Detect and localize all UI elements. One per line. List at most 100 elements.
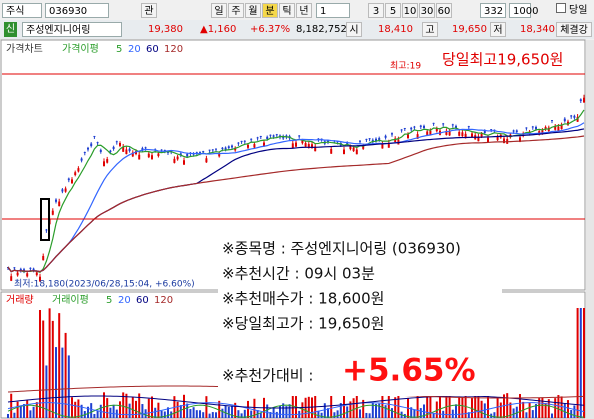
candle-body	[480, 133, 483, 137]
candle-body	[16, 272, 19, 276]
interval-button[interactable]: 5	[385, 3, 401, 18]
volume-bar	[519, 394, 521, 418]
volume-bar	[39, 309, 41, 418]
interval-select[interactable]: 1	[316, 3, 350, 18]
candle-body	[387, 142, 390, 148]
candle-body	[205, 158, 208, 163]
total-input[interactable]: 1000	[509, 3, 538, 18]
candle-body	[375, 138, 377, 142]
volume-bar	[221, 408, 224, 418]
candle-body	[144, 147, 147, 149]
low-label: 저	[490, 22, 506, 37]
search-button[interactable]: 관	[141, 3, 157, 18]
candle-body	[106, 159, 109, 163]
period-button[interactable]: 주	[228, 3, 244, 18]
overlay-box	[218, 234, 502, 396]
volume-bar	[359, 409, 361, 418]
period-button[interactable]: 일	[211, 3, 227, 18]
volume-title: 거래량	[6, 294, 34, 306]
volume-bar	[378, 403, 381, 418]
volume-bar	[343, 394, 345, 418]
high-label: 고	[422, 22, 438, 37]
candle-body	[343, 149, 345, 154]
period-button[interactable]: 틱	[279, 3, 295, 18]
volume-bar	[349, 401, 352, 418]
candle-body	[83, 151, 86, 153]
moving-average	[7, 135, 585, 273]
period-button[interactable]: 분	[262, 3, 278, 18]
volume-bar	[336, 410, 339, 418]
volume-bar	[160, 410, 163, 418]
candle-body	[403, 127, 406, 129]
volume-bar	[208, 413, 211, 418]
interval-button[interactable]: 3	[368, 3, 384, 18]
volume-bar	[87, 406, 89, 418]
candle-body	[74, 172, 77, 176]
volume-bar	[269, 412, 272, 418]
candle-body	[151, 155, 153, 160]
volume-bar	[551, 413, 553, 418]
market-select[interactable]: 주식	[2, 3, 42, 18]
volume-bar	[474, 395, 477, 418]
candle-body	[122, 146, 125, 152]
period-button[interactable]: 년	[296, 3, 312, 18]
volume-bar	[224, 405, 227, 418]
period-button[interactable]: 월	[245, 3, 261, 18]
tab[interactable]: 체결강	[556, 22, 592, 37]
volume-bar	[227, 406, 230, 418]
code-input[interactable]: 036930	[45, 3, 109, 18]
volume-bar	[247, 400, 249, 418]
interval-button[interactable]: 10	[402, 3, 418, 18]
candle-body	[13, 267, 16, 269]
candle-body	[535, 126, 537, 130]
volume-bar	[448, 395, 451, 418]
volume-bar	[391, 408, 393, 418]
candle-body	[512, 130, 515, 132]
volume-bar	[528, 402, 531, 418]
volume-bar	[323, 403, 326, 418]
candle-body	[557, 126, 560, 131]
candle-body	[391, 133, 393, 135]
candle-body	[80, 158, 83, 161]
interval-button[interactable]: 30	[419, 3, 435, 18]
volume-bar	[583, 308, 585, 418]
candle-body	[275, 134, 278, 136]
volume-bar	[531, 410, 534, 418]
volume-bar	[74, 401, 77, 418]
candle-body	[583, 97, 585, 103]
volume-bar	[563, 403, 566, 418]
volume-bar	[573, 405, 576, 418]
candle-body	[525, 127, 528, 129]
candle-body	[45, 229, 48, 231]
candle-body	[39, 276, 41, 282]
low: 18,340	[520, 24, 555, 35]
volume-bar	[333, 412, 336, 418]
count-input[interactable]: 332	[480, 3, 506, 18]
volume-bar	[429, 396, 432, 418]
candle-body	[570, 115, 573, 117]
volume-bar	[147, 398, 150, 418]
today-checkbox[interactable]: 당일	[556, 3, 587, 18]
volume-bar	[467, 412, 470, 418]
candle-body	[71, 179, 73, 184]
volume-bar	[80, 404, 83, 418]
candle-body	[138, 154, 141, 160]
volume-bar	[215, 412, 217, 418]
candle-body	[125, 149, 128, 155]
candle-body	[202, 151, 205, 153]
candle-body	[231, 145, 233, 148]
volume-bar	[419, 408, 422, 418]
compare-label: ※추천가대비 :	[222, 367, 313, 385]
volume-bar	[266, 404, 269, 418]
candle-body	[567, 121, 569, 125]
candle-body	[458, 131, 461, 136]
interval-button[interactable]: 60	[436, 3, 452, 18]
candle-body	[269, 134, 272, 136]
volume-bar	[26, 400, 29, 418]
volume-bar	[7, 414, 9, 418]
open-label: 시	[346, 22, 362, 37]
candle-body	[224, 147, 227, 150]
volume-bar	[119, 401, 121, 418]
checkbox[interactable]	[556, 3, 566, 13]
candle-body	[141, 148, 144, 151]
